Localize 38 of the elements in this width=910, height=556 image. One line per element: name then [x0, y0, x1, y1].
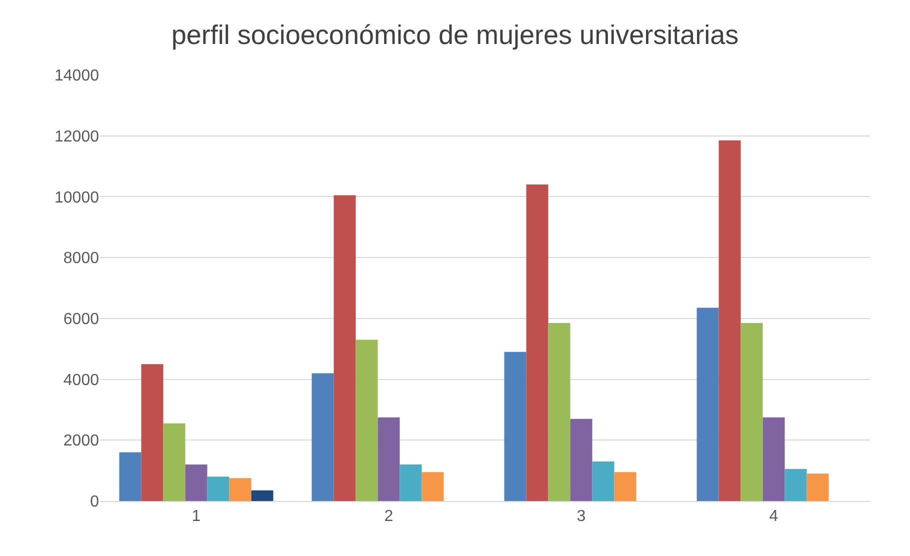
bar — [718, 140, 741, 501]
x-tick-label: 4 — [769, 508, 778, 526]
y-tick-label: 8000 — [63, 250, 100, 268]
bar — [207, 476, 230, 501]
bar — [400, 464, 422, 501]
y-tick-label: 4000 — [63, 372, 100, 389]
bar — [784, 469, 807, 501]
bar — [570, 418, 592, 501]
bar — [762, 417, 785, 501]
bar — [334, 195, 356, 501]
y-tick-label: 2000 — [63, 432, 100, 450]
y-tick-label: 14000 — [54, 68, 100, 85]
bar — [740, 322, 763, 501]
bar — [592, 461, 614, 501]
bar — [526, 184, 548, 501]
bar — [229, 478, 252, 501]
y-tick-label: 6000 — [63, 311, 100, 328]
x-tick-label: 1 — [192, 508, 201, 526]
x-tick-label: 3 — [576, 508, 586, 526]
bar — [548, 322, 570, 501]
y-tick-label: 10000 — [54, 189, 100, 206]
bar — [312, 373, 334, 501]
bar — [504, 352, 526, 501]
bar — [696, 308, 719, 501]
bar — [356, 340, 378, 501]
bar — [141, 364, 164, 501]
chart-title: perfil socioeconómico de mujeres universitarias — [171, 20, 739, 50]
bar — [119, 452, 142, 501]
y-tick-label: 0 — [90, 494, 100, 511]
bar — [378, 417, 400, 501]
bar — [163, 423, 186, 501]
bar — [614, 472, 636, 501]
x-tick-label: 2 — [384, 508, 394, 526]
y-tick-label: 12000 — [54, 128, 100, 146]
bar — [251, 490, 274, 501]
bar — [422, 472, 444, 501]
bar — [185, 464, 208, 501]
bar — [806, 474, 829, 501]
